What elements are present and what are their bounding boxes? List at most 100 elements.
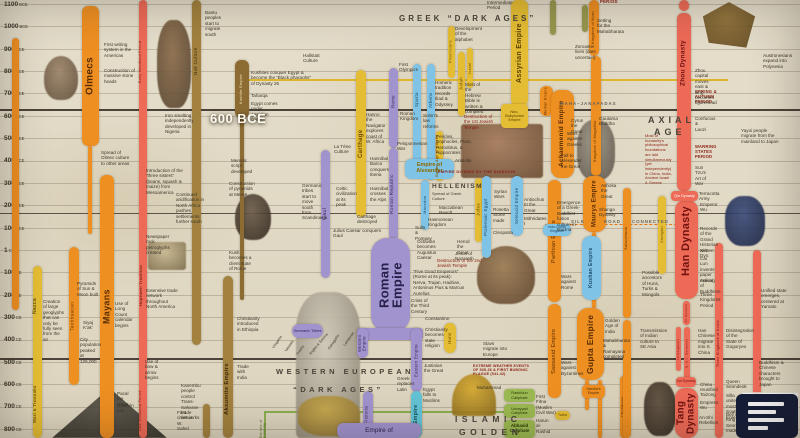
- annotation: Greek replaces Latin: [397, 376, 415, 392]
- umayyad-caliphate-box: Umayyad Caliphate: [504, 404, 535, 418]
- judah-bar-label: Judah: [458, 77, 464, 91]
- sassanid-empire-bar: Sassanid Empire: [548, 304, 561, 398]
- mayans-bar: Mayans: [100, 175, 114, 438]
- annotation: Emergence of a Greek-Buddhist fusion cul…: [557, 200, 581, 233]
- nok-culture-bar: Nok Culture: [192, 0, 201, 345]
- nok-culture-bar-label: Nok Culture: [193, 47, 199, 75]
- century-gridline: [0, 406, 800, 408]
- vertical-label: Nazca: [32, 298, 38, 314]
- nok-sculpture-image: [157, 20, 191, 108]
- annotation: Zoroaster lives (date uncertain): [575, 44, 596, 60]
- section-heading: SPRING & AUTUMN PERIOD: [695, 89, 717, 104]
- olmecs-tail: [88, 146, 92, 234]
- minor-kingdom-bar-2: [582, 5, 588, 32]
- annotation: Trade with India: [237, 364, 249, 380]
- annotation: Taizong: [700, 392, 716, 397]
- kingdom-of-kush-bar: [240, 118, 244, 300]
- roman-empire-bar: Roman Empire: [371, 238, 410, 332]
- annotation: Destruction of the 1st Jewish Temple: [464, 114, 494, 130]
- seleucid-empire-bar-label: Seleucid Empire: [513, 187, 519, 225]
- annotation: Mithridates I: [524, 216, 547, 227]
- dome-of-rock-image: [452, 374, 496, 416]
- empire-of-alexander-box: Empire of Alexander: [405, 159, 454, 179]
- section-heading: AGE: [654, 127, 686, 137]
- athens-bar: Athens: [427, 64, 435, 180]
- year-axis-label: 200BCE: [4, 202, 25, 210]
- century-gridline: [0, 160, 800, 162]
- logo-bar: [748, 410, 776, 414]
- minor-kingdom-bar-1: [550, 0, 556, 35]
- sixteen-kingdoms-bar: 16 Kingdoms: [676, 327, 681, 371]
- zhou-dynasty-cap: [679, 0, 689, 11]
- section-heading: ROAD: [604, 219, 621, 224]
- annotation: Pyramids of Sun & Moon built: [77, 281, 99, 297]
- year-axis-label: 100BCE: [4, 224, 25, 232]
- silk-road-line: [545, 224, 697, 225]
- section-heading: AXIAL: [648, 115, 695, 125]
- year-axis-label: 700CE: [4, 403, 22, 411]
- annotation: Creation of large geoglyphs that can onl…: [43, 299, 64, 342]
- satavahana-bar-label: Satavahana: [624, 226, 629, 250]
- rashidun-caliphate-box: Rashidun Caliphate: [504, 389, 535, 402]
- huns-bar: Huns: [444, 323, 456, 353]
- n-s-dynasties-bar: N. & S. Dynasties: [684, 327, 690, 379]
- annotation: Crisis of the Third Century: [411, 298, 430, 314]
- umayyad-expansion-line: [265, 411, 507, 413]
- annotation: Taharqa: [251, 93, 268, 98]
- annotation: Continued aridification in North Africa …: [176, 192, 205, 225]
- century-gridline: [0, 93, 800, 95]
- vertical-label: Wari & Tiwanaku: [32, 385, 37, 423]
- annotation: Sun Tzu's Art of War: [695, 165, 706, 187]
- annotation: Cai Lun invents paper making: [700, 256, 715, 283]
- seleucid-empire-bar: Seleucid Empire: [511, 176, 523, 236]
- roman-republic-bar-label: Roman Republic: [390, 174, 396, 214]
- annotation: Construction of pyramids at Meroë: [229, 181, 255, 197]
- annotation: First cities in W. Sahel: [177, 410, 193, 432]
- annotation: Herod the Great: [457, 239, 470, 255]
- annotation: Egypt falls to Muslims: [423, 387, 440, 403]
- annotation: Empress Wu: [700, 400, 719, 411]
- annotation: Syrian Wars: [494, 189, 508, 200]
- mid-divider: [0, 213, 800, 215]
- annotation: Yayoi people migrate from the mainland t…: [741, 128, 779, 144]
- cordoba-line: [264, 411, 266, 438]
- judah-bar: Judah: [458, 52, 465, 116]
- aksumite-bar: Aksumite Empire: [223, 276, 233, 438]
- annotation: Use of Long Count calendar begins: [115, 301, 133, 328]
- annotation: Shunga Dynasty: [599, 207, 616, 218]
- sparta-bar: Sparta: [413, 64, 421, 166]
- section-heading: GREEK “DARK AGES”: [399, 14, 537, 23]
- annotation: Slavs migrate into Europe: [483, 341, 508, 357]
- logo-bar: [748, 426, 768, 430]
- annotation: Pericles, Sophocles, Plato, Herodotus, &…: [436, 134, 472, 156]
- annotation: Construction of massive stone heads: [104, 68, 135, 84]
- roman-republic-bar: Roman Republic: [389, 148, 398, 240]
- channel-logo: [736, 394, 798, 438]
- annotation: Spread of Greek Culture: [432, 191, 462, 201]
- section-heading: EXTREME WEATHER EVENTS OF 535-36 & FIRST…: [473, 364, 530, 377]
- zhou-dynasty-bar-label: Zhou Dynasty: [679, 40, 687, 86]
- annotation: Carthage destroyed: [357, 214, 378, 225]
- annotation: Arrival of Buddhism: [700, 278, 721, 294]
- logo-bar: [748, 418, 784, 422]
- teotihuacan-bar: Teotihuacan: [69, 247, 79, 385]
- annotation: Mahabharata & Ramayana completed: [603, 338, 631, 360]
- annotation: Silla unites most of South Korea: [726, 393, 742, 420]
- han-dynasty-bar-label: Han Dynasty: [679, 206, 692, 276]
- gupta-tail-2: [598, 380, 602, 438]
- aksumite-bar-label: Aksumite Empire: [224, 363, 231, 415]
- bronze-artifact-image: [702, 2, 756, 48]
- annotation: Austronesians expand into Polynesia: [763, 53, 793, 69]
- qin-dynasty-box: Qin Dynasty: [671, 191, 698, 201]
- empire-of-franks-box: Empire of: [337, 423, 421, 438]
- annotation: Han Chinese migrate into S. China: [698, 328, 715, 355]
- eastern-empire-bar: Eastern Empire: [411, 328, 422, 392]
- kushan-empire-bar-label: Kushan Empire: [587, 247, 594, 289]
- tang-emperor-image: [644, 382, 676, 436]
- annotation: An-Shi Rebellion: [699, 415, 719, 426]
- tang-dynasty-bar-label: Tang Dynasty: [675, 392, 697, 434]
- annotation: Kush becomes a client state of Rome: [229, 250, 252, 272]
- section-heading: WARRING STATES PERIOD: [695, 144, 717, 159]
- year-axis-label: 400BCE: [4, 157, 25, 165]
- year-axis-label: 800CE: [4, 425, 22, 433]
